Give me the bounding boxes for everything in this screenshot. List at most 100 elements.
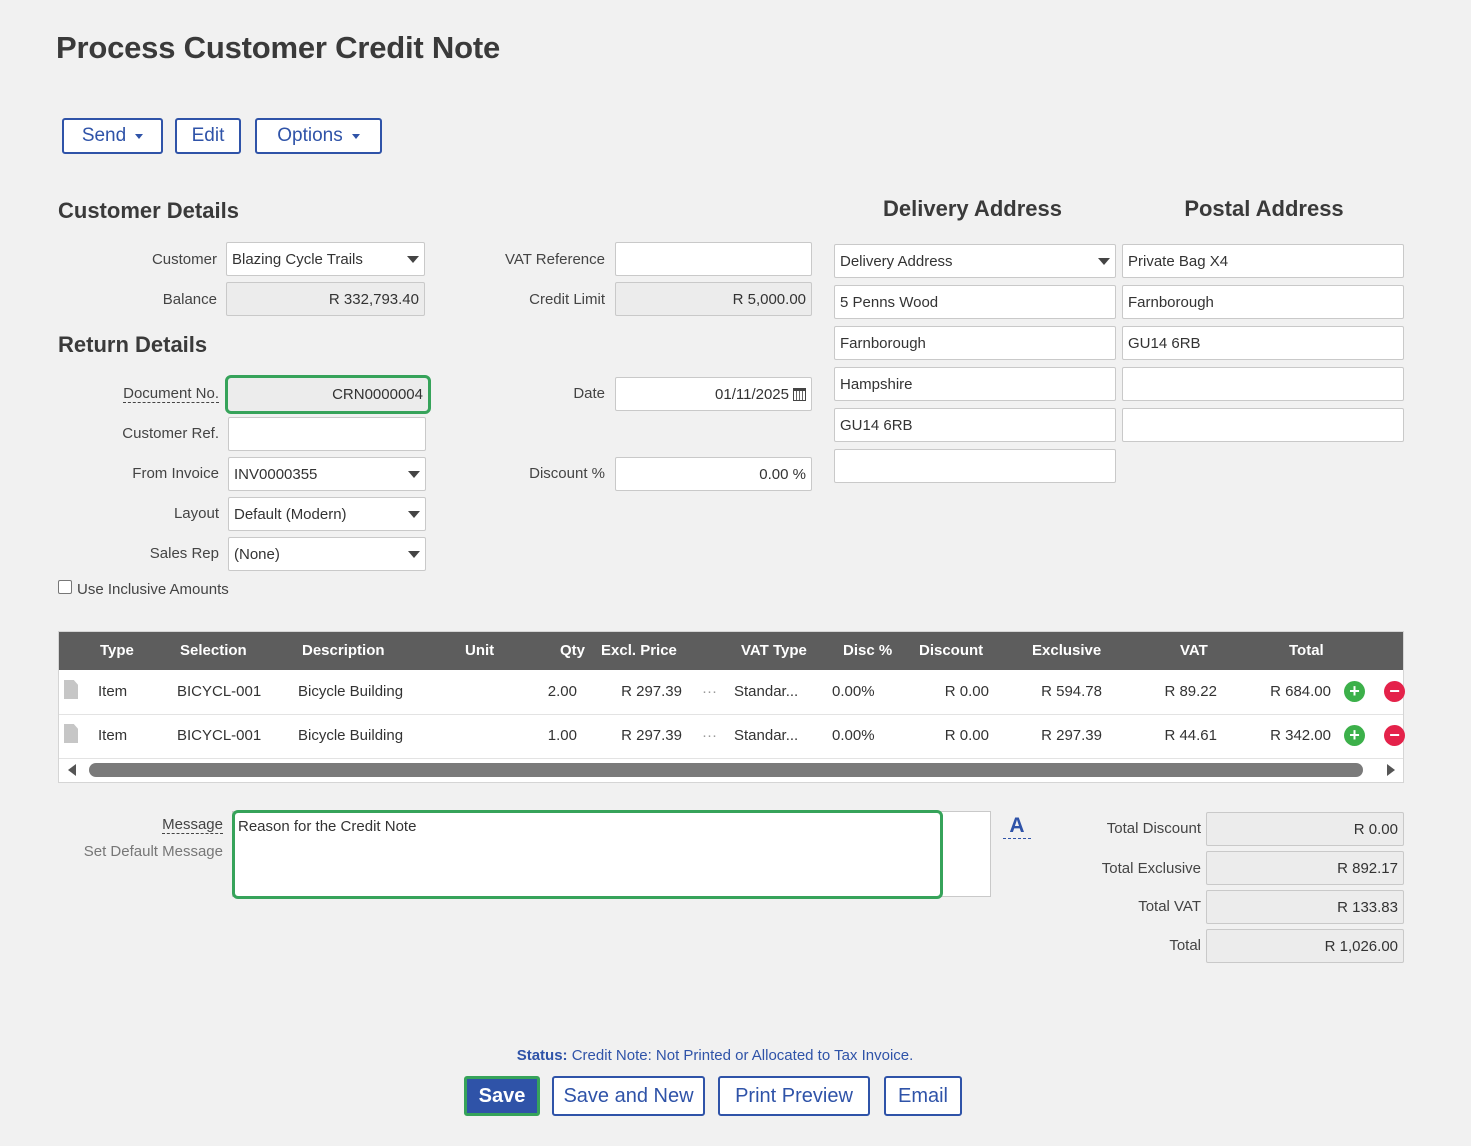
col-disc-pct[interactable]: Disc % (843, 642, 893, 659)
message-textarea[interactable]: Reason for the Credit Note (232, 810, 943, 899)
delivery-line-5[interactable] (834, 449, 1116, 483)
row-excl-price[interactable]: R 297.39 (621, 727, 682, 744)
sales-rep-select[interactable]: (None) (228, 537, 426, 571)
postal-line-3[interactable]: GU14 6RB (1122, 326, 1404, 360)
postal-line-1[interactable]: Private Bag X4 (1122, 244, 1404, 278)
row-vat-type[interactable]: Standar... (734, 683, 799, 700)
ellipsis-icon[interactable]: ··· (702, 727, 717, 744)
row-selection[interactable]: BICYCL-001 (177, 727, 262, 744)
status-text: Credit Note: Not Printed or Allocated to… (571, 1047, 914, 1064)
message-label: Message (162, 816, 223, 834)
table-row[interactable]: Item BICYCL-001 Bicycle Building 1.00 R … (59, 714, 1405, 759)
layout-select[interactable]: Default (Modern) (228, 497, 426, 531)
scroll-right-icon[interactable] (1387, 764, 1395, 776)
postal-line-2[interactable]: Farnborough (1122, 285, 1404, 319)
sales-rep-value: (None) (234, 545, 280, 563)
row-disc-pct[interactable]: 0.00% (832, 727, 875, 744)
table-row[interactable]: Item BICYCL-001 Bicycle Building 2.00 R … (59, 670, 1405, 715)
document-icon (64, 724, 78, 743)
font-format-icon[interactable]: A (1003, 814, 1031, 839)
delivery-line-2[interactable]: Farnborough (834, 326, 1116, 360)
row-vat: R 44.61 (1164, 727, 1217, 744)
horizontal-scrollbar[interactable] (89, 763, 1363, 777)
chevron-down-icon[interactable] (1098, 257, 1110, 265)
row-qty[interactable]: 2.00 (547, 683, 577, 700)
customer-value: Blazing Cycle Trails (232, 250, 363, 268)
chevron-down-icon[interactable] (408, 550, 420, 558)
add-row-icon[interactable]: + (1344, 725, 1365, 746)
chevron-down-icon[interactable] (408, 470, 420, 478)
row-excl-price[interactable]: R 297.39 (621, 683, 682, 700)
delivery-address-select[interactable]: Delivery Address (834, 244, 1116, 278)
use-inclusive-checkbox[interactable] (58, 580, 72, 594)
set-default-message-link[interactable]: Set Default Message (83, 843, 223, 860)
postal-line-5[interactable] (1122, 408, 1404, 442)
col-discount[interactable]: Discount (919, 642, 984, 659)
row-type: Item (98, 683, 128, 700)
from-invoice-select[interactable]: INV0000355 (228, 457, 426, 491)
add-row-icon[interactable]: + (1344, 681, 1365, 702)
date-label: Date (573, 385, 605, 402)
row-vat-type[interactable]: Standar... (734, 727, 799, 744)
col-type[interactable]: Type (100, 642, 134, 659)
date-input[interactable]: 01/11/2025 (615, 377, 812, 411)
customer-ref-input[interactable] (228, 417, 426, 451)
row-description[interactable]: Bicycle Building (298, 727, 404, 744)
col-exclusive[interactable]: Exclusive (1032, 642, 1102, 659)
vat-reference-input[interactable] (615, 242, 812, 276)
layout-label: Layout (173, 505, 219, 522)
save-and-new-button[interactable]: Save and New (552, 1076, 705, 1116)
document-no-field[interactable]: CRN0000004 (225, 375, 431, 414)
delivery-line-1[interactable]: 5 Penns Wood (834, 285, 1116, 319)
options-button[interactable]: Options (255, 118, 382, 154)
page-title: Process Customer Credit Note (56, 30, 501, 65)
discount-input[interactable]: 0.00 % (615, 457, 812, 491)
save-button[interactable]: Save (464, 1076, 540, 1116)
row-disc-pct[interactable]: 0.00% (832, 683, 875, 700)
row-discount[interactable]: R 0.00 (944, 727, 989, 744)
delivery-line-3[interactable]: Hampshire (834, 367, 1116, 401)
use-inclusive-label: Use Inclusive Amounts (77, 581, 229, 598)
customer-select[interactable]: Blazing Cycle Trails (226, 242, 425, 276)
col-vat-type[interactable]: VAT Type (741, 642, 807, 659)
send-label: Send (81, 125, 127, 146)
from-invoice-label: From Invoice (132, 465, 219, 482)
message-label-wrap: Message (100, 816, 223, 834)
vat-reference-label: VAT Reference (504, 251, 605, 268)
email-button[interactable]: Email (884, 1076, 962, 1116)
ellipsis-icon[interactable]: ··· (702, 683, 717, 700)
row-selection[interactable]: BICYCL-001 (177, 683, 262, 700)
postal-line-4[interactable] (1122, 367, 1404, 401)
col-qty[interactable]: Qty (560, 642, 586, 659)
col-description[interactable]: Description (302, 642, 385, 659)
row-qty[interactable]: 1.00 (547, 727, 577, 744)
print-preview-button[interactable]: Print Preview (718, 1076, 870, 1116)
col-total[interactable]: Total (1289, 642, 1324, 659)
calendar-icon[interactable] (793, 387, 806, 401)
col-selection[interactable]: Selection (180, 642, 247, 659)
chevron-down-icon[interactable] (407, 255, 419, 263)
col-excl-price[interactable]: Excl. Price (601, 642, 677, 659)
edit-label: Edit (191, 125, 225, 146)
discount-label: Discount % (529, 465, 605, 482)
row-description[interactable]: Bicycle Building (298, 683, 404, 700)
chevron-down-icon[interactable] (408, 510, 420, 518)
delivery-line-4[interactable]: GU14 6RB (834, 408, 1116, 442)
date-value: 01/11/2025 (715, 385, 789, 403)
caret-down-icon (351, 133, 360, 139)
status-bar: Status: Credit Note: Not Printed or Allo… (0, 1047, 1430, 1064)
col-vat[interactable]: VAT (1180, 642, 1208, 659)
row-discount[interactable]: R 0.00 (944, 683, 989, 700)
total-vat-label: Total VAT (1138, 898, 1201, 915)
layout-value: Default (Modern) (234, 505, 347, 523)
document-icon (64, 680, 78, 699)
delete-row-icon[interactable]: − (1384, 681, 1405, 702)
send-button[interactable]: Send (62, 118, 163, 154)
scroll-left-icon[interactable] (68, 764, 76, 776)
col-unit[interactable]: Unit (465, 642, 495, 659)
delete-row-icon[interactable]: − (1384, 725, 1405, 746)
delivery-address-heading: Delivery Address (883, 196, 1062, 221)
status-label: Status: (516, 1047, 568, 1064)
row-exclusive: R 594.78 (1041, 683, 1102, 700)
edit-button[interactable]: Edit (175, 118, 241, 154)
